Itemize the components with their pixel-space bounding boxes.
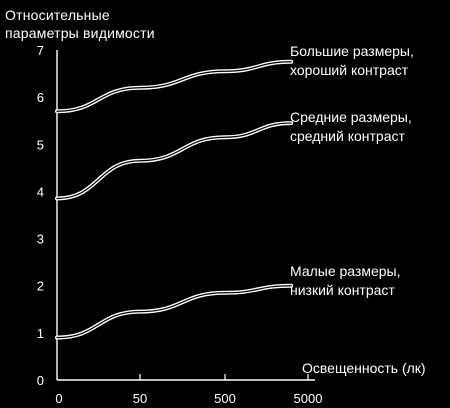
series-line-0 bbox=[55, 59, 294, 114]
series-label-large-line-1: Большие размеры, bbox=[290, 43, 414, 59]
y-tick-label: 1 bbox=[37, 326, 44, 341]
series-label-medium-line-1: Средние размеры, bbox=[290, 109, 412, 125]
series-label-small-line-2: низкий контраст bbox=[290, 282, 395, 298]
series-line-inner bbox=[56, 285, 292, 339]
series-line-outer bbox=[55, 283, 294, 340]
y-ticks: 0 1 2 3 4 5 6 7 bbox=[37, 43, 44, 388]
y-tick-label: 3 bbox=[37, 232, 44, 247]
y-axis-label-line-2: параметры видимости bbox=[5, 25, 155, 41]
series-label-medium: Средние размеры, средний контраст bbox=[290, 108, 412, 146]
axes bbox=[56, 50, 315, 381]
series-label-small: Малые размеры, низкий контраст bbox=[290, 262, 401, 300]
series-label-large: Большие размеры, хороший контраст bbox=[290, 42, 414, 80]
x-tick-label: 0 bbox=[55, 391, 62, 406]
series-line-inner bbox=[56, 61, 292, 112]
x-tick-label: 5000 bbox=[294, 391, 323, 406]
y-axis-label-line-1: Относительные bbox=[5, 7, 110, 23]
series-line-outer bbox=[55, 121, 294, 201]
series-label-medium-line-2: средний контраст bbox=[290, 128, 405, 144]
x-tick-label: 500 bbox=[214, 391, 236, 406]
x-tick-label: 50 bbox=[133, 391, 147, 406]
y-axis-label: Относительные параметры видимости bbox=[5, 6, 205, 42]
y-tick-label: 0 bbox=[37, 373, 44, 388]
series-label-small-line-1: Малые размеры, bbox=[290, 263, 401, 279]
series-line-2 bbox=[55, 283, 294, 340]
series-line-inner bbox=[56, 122, 292, 200]
y-tick-label: 6 bbox=[37, 90, 44, 105]
series-label-large-line-2: хороший контраст bbox=[290, 62, 409, 78]
x-axis-label: Освещенность (лк) bbox=[302, 360, 426, 376]
y-tick-label: 7 bbox=[37, 43, 44, 58]
y-tick-label: 5 bbox=[37, 137, 44, 152]
series-line-1 bbox=[55, 121, 294, 201]
y-tick-label: 2 bbox=[37, 279, 44, 294]
series-lines bbox=[55, 59, 294, 340]
series-line-outer bbox=[55, 59, 294, 114]
x-ticks: 0 50 500 5000 bbox=[55, 374, 322, 406]
y-tick-label: 4 bbox=[37, 184, 44, 199]
